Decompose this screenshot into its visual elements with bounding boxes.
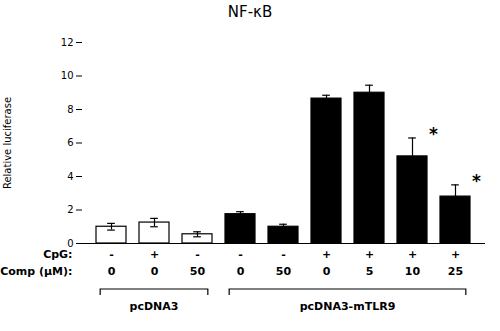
svg-text:-: - — [109, 248, 114, 261]
html-text:NF-κB: NF-κB — [227, 3, 273, 21]
svg-text:pcDNA3: pcDNA3 — [130, 300, 179, 313]
svg-text:0: 0 — [323, 265, 331, 278]
svg-text:25: 25 — [448, 265, 463, 278]
svg-text:12: 12 — [61, 37, 74, 48]
svg-text:*: * — [429, 124, 438, 144]
svg-text:0: 0 — [151, 265, 159, 278]
svg-text:0: 0 — [108, 265, 116, 278]
svg-text:+: + — [322, 248, 331, 261]
svg-text:-: - — [195, 248, 200, 261]
svg-text:+: + — [451, 248, 460, 261]
svg-text:5: 5 — [366, 265, 374, 278]
svg-text:10: 10 — [61, 70, 74, 81]
svg-text:0: 0 — [237, 265, 245, 278]
svg-text:*: * — [472, 171, 481, 191]
svg-text:+: + — [150, 248, 159, 261]
svg-text:pcDNA3-mTLR9: pcDNA3-mTLR9 — [300, 300, 396, 313]
svg-text:50: 50 — [190, 265, 206, 278]
svg-text:10: 10 — [405, 265, 421, 278]
svg-text:CpG:: CpG: — [43, 248, 72, 261]
svg-text:-: - — [238, 248, 243, 261]
svg-text:2: 2 — [67, 204, 73, 215]
svg-text:Relative luciferase: Relative luciferase — [2, 97, 13, 189]
svg-text:+: + — [365, 248, 374, 261]
svg-text:+: + — [408, 248, 417, 261]
svg-text:Comp (μM):: Comp (μM): — [0, 265, 72, 278]
svg-text:50: 50 — [276, 265, 292, 278]
svg-text:6: 6 — [67, 137, 73, 148]
svg-text:8: 8 — [67, 104, 73, 115]
svg-text:0: 0 — [67, 237, 74, 249]
svg-text:-: - — [281, 248, 286, 261]
svg-text:4: 4 — [67, 171, 73, 182]
